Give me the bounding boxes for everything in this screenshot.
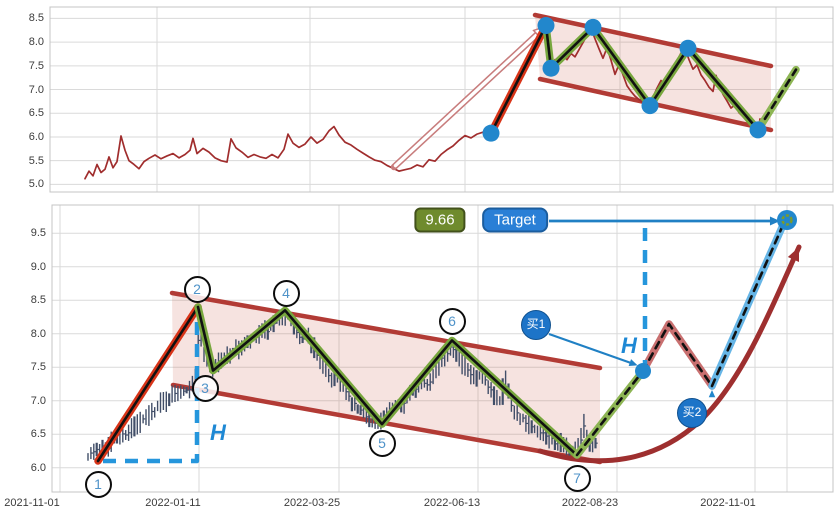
buy1-pivot-dot [635,363,651,379]
bottom-y-tick-label: 7.0 [30,394,46,407]
top-y-tick-label: 8.5 [28,12,44,25]
pivot-number-3: 3 [191,374,219,402]
bottom-y-tick-label: 6.5 [30,428,46,441]
rally-to-target-line-core [710,223,785,388]
height-dashed-left [103,307,200,464]
bottom-x-tick-label: 2022-06-13 [423,497,481,509]
bottom-y-tick-label: 7.5 [30,361,46,374]
top-pivot-dot [537,17,555,35]
pivot-number-1: 1 [84,470,112,498]
top-y-tick-label: 6.0 [28,130,44,143]
pivot-number-4: 4 [272,279,300,307]
bottom-y-tick-label: 9.5 [30,227,46,240]
top-channel-fill [535,15,771,130]
pivot-number-2: 2 [183,275,211,303]
pullback-projection-core [641,322,714,388]
top-projection-line-core [756,68,798,132]
bottom-y-tick-label: 8.0 [30,327,46,340]
top-y-tick-label: 8.0 [28,36,44,49]
top-y-tick-label: 7.5 [28,59,44,72]
target-curve-arrowhead [787,247,800,262]
bottom-channel-upper-line [169,290,603,371]
top-pivot-dot [679,39,697,57]
bottom-channel-fill [172,293,600,462]
top-channel-upper-line [532,12,774,69]
bottom-y-tick-label: 8.5 [30,294,46,307]
bottom-x-tick-label: 2022-01-11 [145,497,201,509]
bottom-x-tick-label: 2022-08-23 [561,497,619,509]
height-label-right: H [621,333,637,358]
target-arrowhead [769,216,780,226]
top-pivot-dot [542,59,560,77]
bottom-y-tick-label: 6.0 [30,461,46,474]
buy1-pointer-arrowhead [628,359,638,367]
pole-arrow-fill [393,33,539,168]
target-dot [777,210,797,230]
pivot-number-5: 5 [368,429,396,457]
height-label-left: H [210,420,226,445]
top-y-tick-label: 5.0 [28,178,44,191]
bottom-x-tick-label: 2021-11-01 [4,497,60,509]
top-pivot-dot [584,18,602,36]
target-badge: Target [482,207,548,233]
pivot-number-6: 6 [438,307,466,335]
buy1-pointer-line [548,332,632,365]
bottom-impulse-line-core [96,305,200,463]
buy-1-marker: 买1 [521,310,551,340]
top-impulse-line-core [489,24,548,135]
top-y-tick-label: 5.5 [28,154,44,167]
bottom-x-tick-label: 2022-11-01 [700,497,756,509]
bottom-zigzag-line-core [196,305,578,456]
pivot-number-7: 7 [563,464,591,492]
panel-border [51,204,834,493]
bottom-green-projection-core [575,369,645,457]
measured-target-value-badge: 9.66 [414,207,466,233]
bottom-y-tick-label: 9.0 [30,260,46,273]
top-pivot-dot [749,121,767,139]
panel-border [49,6,834,193]
buy2-pointer-arrowhead [708,390,716,398]
top-pivot-dot [641,97,659,115]
bottom-x-tick-label: 2022-03-25 [283,497,341,509]
top-y-tick-label: 6.5 [28,107,44,120]
target-dot-inner-ring [781,214,793,226]
top-y-tick-label: 7.0 [28,83,44,96]
top-pivot-dot [482,124,500,142]
buy-2-marker: 买2 [677,398,707,428]
